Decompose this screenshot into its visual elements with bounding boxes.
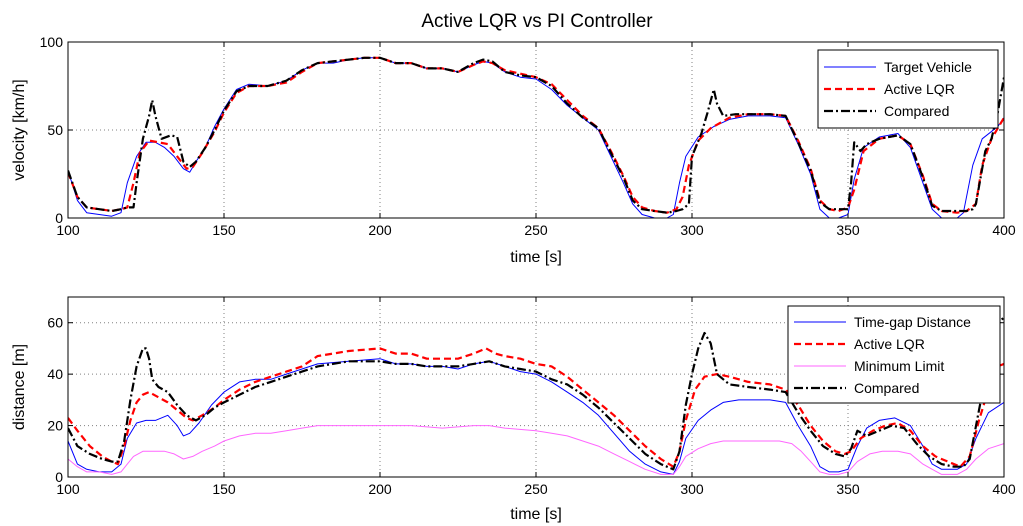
velocity-x-tick-label-350: 350 <box>836 222 860 238</box>
velocity-y-tick-label-50: 50 <box>47 122 63 138</box>
velocity-series-lines <box>68 56 1004 218</box>
velocity-ticks: 100 150 200 250 300 350 400 0 50 100 <box>40 34 1016 238</box>
distance-x-tick-label-300: 300 <box>680 481 704 497</box>
distance-x-axis-label: time [s] <box>510 506 562 523</box>
distance-legend-label-active-lqr: Active LQR <box>854 336 925 352</box>
distance-y-tick-label-0: 0 <box>55 469 63 485</box>
velocity-x-tick-label-400: 400 <box>992 222 1016 238</box>
distance-series-time-gap-distance <box>68 358 1004 475</box>
distance-series-minimum-limit <box>68 425 1004 475</box>
velocity-series-compared <box>68 56 1004 214</box>
distance-x-tick-label-200: 200 <box>368 481 392 497</box>
velocity-x-tick-label-150: 150 <box>212 222 236 238</box>
velocity-grid <box>68 42 1004 218</box>
velocity-legend-label-target-vehicle: Target Vehicle <box>884 59 972 75</box>
velocity-legend: Target Vehicle Active LQR Compared <box>817 49 999 129</box>
distance-x-tick-label-250: 250 <box>524 481 548 497</box>
distance-legend-label-minimum-limit: Minimum Limit <box>854 358 944 374</box>
distance-series-active-lqr <box>68 347 1004 468</box>
distance-series-compared <box>68 316 1004 471</box>
distance-plot: 100 150 200 250 300 350 400 0 20 40 60 time [s] di… <box>11 296 1016 523</box>
velocity-x-tick-label-300: 300 <box>680 222 704 238</box>
velocity-x-tick-label-250: 250 <box>524 222 548 238</box>
distance-y-tick-label-20: 20 <box>47 418 63 434</box>
distance-ticks: 100 150 200 250 300 350 400 0 20 40 60 <box>47 297 1016 497</box>
velocity-x-tick-label-100: 100 <box>56 222 80 238</box>
velocity-y-tick-label-100: 100 <box>40 34 64 50</box>
velocity-legend-label-active-lqr: Active LQR <box>884 81 955 97</box>
velocity-series-target-vehicle <box>68 57 1004 218</box>
distance-x-tick-label-400: 400 <box>992 481 1016 497</box>
velocity-legend-label-compared: Compared <box>884 103 949 119</box>
distance-x-tick-label-350: 350 <box>836 481 860 497</box>
distance-x-tick-label-150: 150 <box>212 481 236 497</box>
distance-x-tick-label-100: 100 <box>56 481 80 497</box>
distance-y-tick-label-60: 60 <box>47 315 63 331</box>
velocity-plot: 100 150 200 250 300 350 400 0 50 100 time [s] vel… <box>11 34 1016 266</box>
distance-y-axis-label: distance [m] <box>11 344 28 430</box>
distance-legend-label-compared: Compared <box>854 380 919 396</box>
distance-series-lines <box>68 316 1004 475</box>
figure-title: Active LQR vs PI Controller <box>421 11 653 32</box>
velocity-y-tick-label-0: 0 <box>55 210 63 226</box>
distance-legend-label-time-gap-distance: Time-gap Distance <box>854 314 971 330</box>
velocity-x-tick-label-200: 200 <box>368 222 392 238</box>
velocity-x-axis-label: time [s] <box>510 249 562 266</box>
distance-legend: Time-gap Distance Active LQR Minimum Limit… <box>787 305 1001 404</box>
velocity-y-axis-label: velocity [km/h] <box>11 79 28 180</box>
distance-y-tick-label-40: 40 <box>47 366 63 382</box>
